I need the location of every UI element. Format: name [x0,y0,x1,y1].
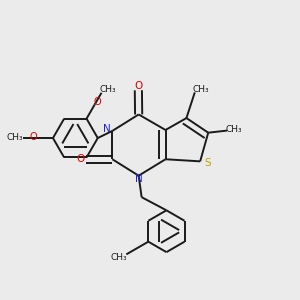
Text: O: O [94,97,102,107]
Text: CH₃: CH₃ [6,133,23,142]
Text: CH₃: CH₃ [111,253,127,262]
Text: O: O [29,133,37,142]
Text: N: N [135,174,142,184]
Text: S: S [204,158,211,168]
Text: N: N [103,124,111,134]
Text: CH₃: CH₃ [193,85,209,94]
Text: CH₃: CH₃ [225,125,242,134]
Text: CH₃: CH₃ [99,85,116,94]
Text: O: O [76,154,85,164]
Text: O: O [134,80,142,91]
